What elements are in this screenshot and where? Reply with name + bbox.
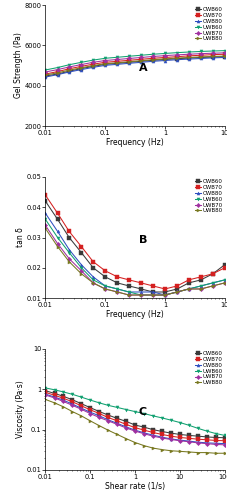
Legend: CWB60, CWB70, CWB80, UWB60, UWB70, UWB80: CWB60, CWB70, CWB80, UWB60, UWB70, UWB80 xyxy=(194,350,223,386)
X-axis label: Frequency (Hz): Frequency (Hz) xyxy=(106,138,164,146)
Text: A: A xyxy=(139,63,147,73)
Text: C: C xyxy=(139,407,147,417)
Legend: CWB60, CWB70, CWB80, UWB60, UWB70, UWB80: CWB60, CWB70, CWB80, UWB60, UWB70, UWB80 xyxy=(194,6,223,42)
X-axis label: Frequency (Hz): Frequency (Hz) xyxy=(106,310,164,318)
X-axis label: Shear rate (1/s): Shear rate (1/s) xyxy=(105,482,165,490)
Legend: CWB60, CWB70, CWB80, UWB60, UWB70, UWB80: CWB60, CWB70, CWB80, UWB60, UWB70, UWB80 xyxy=(194,178,223,214)
Y-axis label: Gel Strength (Pa): Gel Strength (Pa) xyxy=(14,32,23,98)
Y-axis label: tan δ: tan δ xyxy=(16,228,25,248)
Y-axis label: Viscosity (Pa·s): Viscosity (Pa·s) xyxy=(16,380,25,438)
Text: B: B xyxy=(139,235,147,245)
